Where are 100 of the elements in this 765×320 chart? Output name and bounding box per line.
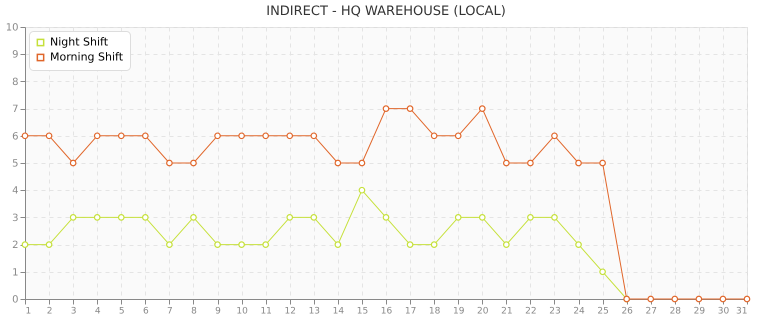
point — [358, 186, 366, 194]
x-tick-label: 14 — [332, 306, 344, 316]
point — [744, 296, 750, 302]
point — [190, 214, 197, 221]
legend-label: Morning Shift — [50, 50, 124, 64]
point — [142, 132, 149, 140]
point — [671, 296, 678, 302]
y-tick-label: 8 — [12, 76, 18, 88]
x-tick-label: 9 — [215, 306, 222, 316]
point — [720, 296, 726, 302]
point — [334, 241, 342, 248]
x-tick-label: 8 — [191, 306, 198, 316]
y-tick-label: 4 — [12, 186, 18, 197]
point — [22, 132, 28, 140]
point — [406, 241, 414, 248]
point — [454, 132, 462, 140]
x-tick-label: 20 — [477, 306, 489, 316]
x-tick-label: 26 — [621, 306, 634, 316]
x-tick-label: 19 — [452, 306, 465, 316]
x-tick-label: 30 — [718, 306, 730, 316]
x-tick-label: 1 — [26, 306, 32, 316]
y-tick-label: 0 — [12, 294, 18, 306]
x-tick-label: 31 — [736, 306, 748, 316]
y-tick-label: 3 — [12, 212, 18, 224]
point — [46, 241, 52, 248]
point — [70, 160, 76, 166]
point — [142, 214, 149, 221]
point — [478, 214, 486, 221]
point — [406, 105, 414, 112]
point — [214, 132, 221, 140]
point — [286, 132, 294, 140]
point — [94, 214, 101, 221]
point — [262, 241, 270, 248]
x-tick-label: 28 — [670, 306, 682, 316]
point — [310, 132, 318, 140]
x-tick-label: 24 — [573, 306, 586, 316]
point — [696, 296, 702, 302]
point — [551, 214, 558, 221]
point — [238, 241, 245, 248]
point — [502, 241, 510, 248]
point — [527, 214, 534, 221]
x-tick-label: 29 — [694, 306, 706, 316]
x-tick-label: 16 — [380, 306, 392, 316]
point — [599, 268, 606, 276]
point — [358, 160, 366, 166]
point — [46, 132, 52, 140]
point — [190, 160, 197, 166]
point — [430, 241, 438, 248]
x-tick-label: 4 — [94, 306, 101, 316]
x-tick-label: 27 — [646, 306, 657, 316]
y-tick-label: 2 — [12, 240, 18, 252]
x-tick-label: 12 — [284, 306, 296, 316]
legend-label: Night Shift — [50, 36, 109, 48]
chart-title: INDIRECT - HQ WAREHOUSE (LOCAL) — [266, 4, 506, 19]
point — [647, 296, 654, 302]
point — [238, 132, 245, 140]
point — [118, 132, 125, 140]
point — [262, 132, 270, 140]
x-tick-label: 6 — [142, 306, 149, 316]
x-tick-label: 17 — [404, 306, 416, 316]
y-tick-label: 9 — [12, 50, 18, 61]
y-tick-label: 5 — [12, 158, 18, 170]
point — [166, 160, 173, 166]
point — [575, 160, 582, 166]
x-tick-label: 18 — [428, 306, 441, 316]
point — [334, 160, 342, 166]
point — [70, 214, 76, 221]
y-tick-label: 6 — [12, 131, 18, 142]
point — [214, 241, 221, 248]
x-tick-label: 10 — [236, 306, 248, 316]
x-tick-label: 2 — [46, 306, 52, 316]
point — [551, 132, 558, 140]
x-tick-label: 5 — [118, 306, 125, 316]
y-tick-label: 7 — [12, 104, 18, 116]
point — [430, 132, 438, 140]
x-tick-label: 22 — [525, 306, 537, 316]
x-tick-label: 21 — [501, 306, 513, 316]
x-tick-label: 23 — [549, 306, 561, 316]
point — [118, 214, 125, 221]
point — [94, 132, 101, 140]
point — [382, 105, 390, 112]
point — [22, 241, 28, 248]
y-tick-label: 10 — [6, 22, 18, 34]
x-tick-label: 3 — [70, 306, 76, 316]
point — [310, 214, 318, 221]
point — [502, 160, 510, 166]
point — [454, 214, 462, 221]
y-tick-label: 1 — [12, 267, 18, 278]
x-tick-label: 7 — [167, 306, 173, 316]
x-tick-label: 15 — [356, 306, 368, 316]
point — [478, 105, 486, 112]
point — [166, 241, 173, 248]
point — [527, 160, 534, 166]
point — [286, 214, 294, 221]
point — [599, 160, 606, 166]
x-tick-label: 11 — [260, 306, 272, 316]
x-tick-label: 25 — [597, 306, 609, 316]
x-tick-label: 13 — [308, 306, 320, 316]
point — [575, 241, 582, 248]
point — [382, 214, 390, 221]
